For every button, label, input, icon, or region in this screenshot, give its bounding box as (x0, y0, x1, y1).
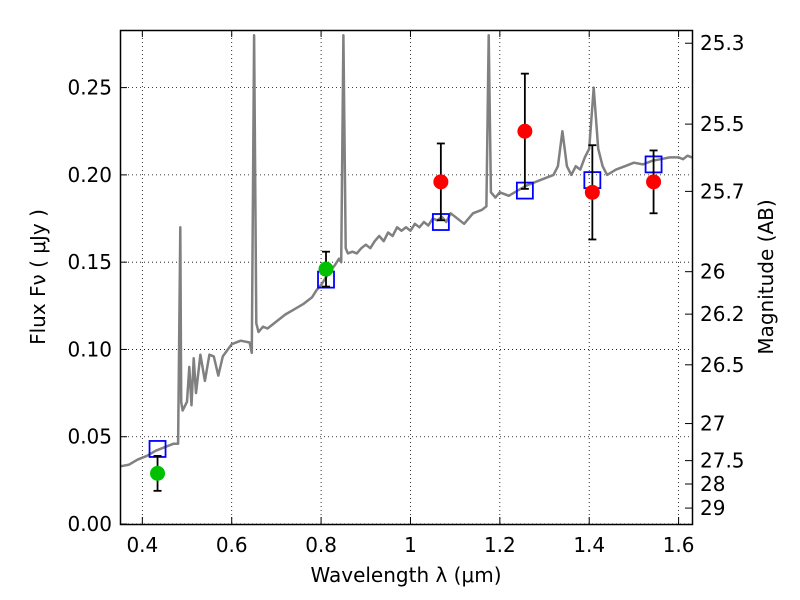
plot-frame (119, 29, 694, 526)
y-tick-label: 0.00 (67, 512, 112, 536)
observed-flux-point (584, 184, 600, 200)
y-tick-label: 0.20 (67, 163, 112, 187)
plot-area (120, 33, 692, 492)
y2-tick-label: 27.5 (700, 449, 745, 473)
observed-flux-point (517, 123, 533, 139)
y2-tick-label: 26.2 (700, 302, 745, 326)
x-tick-label: 1 (404, 533, 417, 557)
x-tick-label: 1.2 (484, 533, 516, 557)
y2-tick-label: 25.3 (700, 31, 745, 55)
y2-tick-label: 29 (700, 496, 725, 520)
observed-flux-point (433, 174, 449, 190)
grid-lines (120, 30, 692, 525)
x-tick-label: 0.6 (216, 533, 248, 557)
x-axis-title: Wavelength λ (μm) (310, 563, 501, 587)
y2-tick-label: 28 (700, 472, 725, 496)
y-tick-label: 0.10 (67, 337, 112, 361)
template-spectrum-line (120, 33, 692, 468)
y2-tick-label: 27 (700, 412, 725, 436)
x-tick-label: 1.6 (663, 533, 695, 557)
y-tick-label: 0.15 (67, 250, 112, 274)
axis-ticks (120, 30, 692, 525)
observed-flux-point (318, 261, 334, 277)
y2-tick-label: 26.5 (700, 353, 745, 377)
x-tick-label: 0.8 (305, 533, 337, 557)
y-axis-title: Flux Fν ( μJy ) (26, 209, 50, 345)
y-tick-label: 0.05 (67, 425, 112, 449)
y2-tick-label: 25.5 (700, 112, 745, 136)
y2-tick-label: 25.7 (700, 179, 745, 203)
observed-flux-point (646, 174, 662, 190)
y-tick-labels: 0.00 0.05 0.10 0.15 0.20 0.25 (67, 76, 112, 536)
y2-axis-title: Magnitude (AB) (754, 199, 778, 354)
x-tick-label: 0.4 (126, 533, 158, 557)
data-layer (120, 33, 692, 492)
x-tick-label: 1.4 (573, 533, 605, 557)
observed-flux-point (150, 465, 166, 481)
y2-tick-label: 26 (700, 260, 725, 284)
y-tick-label: 0.25 (67, 76, 112, 100)
x-tick-labels: 0.4 0.6 0.8 1 1.2 1.4 1.6 (126, 533, 694, 557)
